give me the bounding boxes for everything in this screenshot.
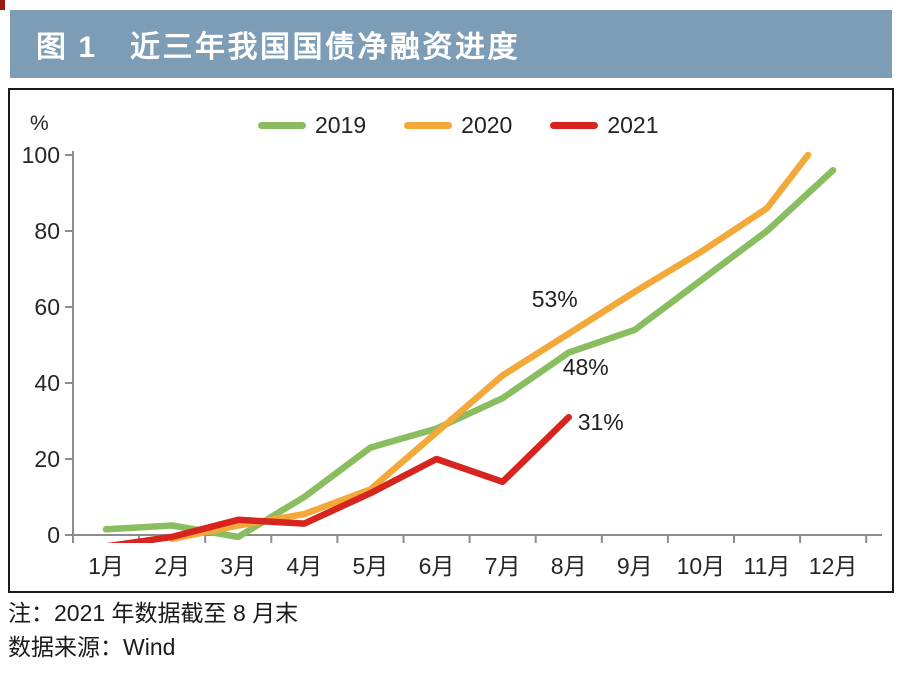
x-tick-label-10月: 10月 <box>676 553 726 579</box>
legend-label-2020: 2020 <box>461 112 513 138</box>
figure-number-label: 图 1 <box>36 31 98 64</box>
figure-notes: 注：2021 年数据截至 8 月末 数据来源：Wind <box>8 596 298 664</box>
x-tick-label-9月: 9月 <box>616 553 653 579</box>
note-data-cutoff: 注：2021 年数据截至 8 月末 <box>8 600 299 626</box>
x-tick-label-1月: 1月 <box>88 553 124 579</box>
legend-swatch-2020 <box>404 122 453 129</box>
chart-legend: 2019 2020 2021 <box>258 112 659 139</box>
x-tick-label-5月: 5月 <box>352 553 389 579</box>
annotation-2021-31%: 31% <box>577 409 624 436</box>
x-tick-label-3月: 3月 <box>220 553 257 579</box>
legend-label-2019: 2019 <box>315 112 367 138</box>
x-tick-label-8月: 8月 <box>550 553 587 579</box>
y-tick-label-60: 60 <box>34 294 60 320</box>
figure-title-bar: 图 1 近三年我国国债净融资进度 <box>10 10 892 78</box>
annotation-2019-48%: 48% <box>562 353 609 380</box>
legend-item-2019: 2019 <box>258 112 366 139</box>
legend-item-2020: 2020 <box>404 112 512 139</box>
note-data-source: 数据来源：Wind <box>8 634 176 660</box>
figure-title: 近三年我国国债净融资进度 <box>130 31 521 64</box>
legend-label-2021: 2021 <box>607 112 659 138</box>
y-tick-label-80: 80 <box>34 218 60 244</box>
x-tick-label-7月: 7月 <box>484 553 521 579</box>
y-tick-label-40: 40 <box>34 370 60 396</box>
corner-mark <box>0 0 5 10</box>
legend-swatch-2021 <box>550 122 599 129</box>
legend-swatch-2019 <box>258 122 306 129</box>
y-axis-unit-label: % <box>30 112 49 135</box>
y-tick-label-0: 0 <box>47 522 60 548</box>
x-tick-label-4月: 4月 <box>286 553 323 579</box>
x-tick-label-2月: 2月 <box>154 553 190 579</box>
y-tick-label-100: 100 <box>21 142 60 168</box>
x-tick-label-6月: 6月 <box>418 553 455 579</box>
annotation-2020-53%: 53% <box>531 285 578 312</box>
y-tick-label-20: 20 <box>34 446 60 472</box>
x-tick-label-11月: 11月 <box>743 553 791 579</box>
chart-panel <box>8 88 894 593</box>
x-tick-label-12月: 12月 <box>808 553 858 579</box>
legend-item-2021: 2021 <box>550 112 659 139</box>
